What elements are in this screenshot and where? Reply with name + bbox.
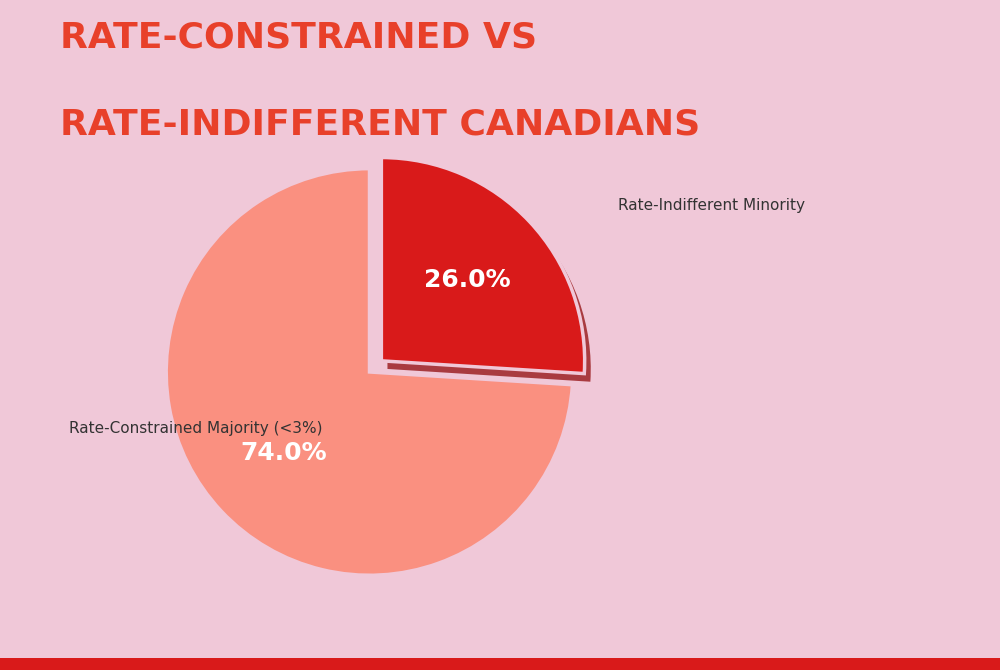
Text: 26.0%: 26.0%: [424, 268, 511, 292]
Wedge shape: [381, 157, 585, 374]
Text: Rate-Indifferent Minority: Rate-Indifferent Minority: [618, 198, 805, 213]
Text: RATE-CONSTRAINED VS: RATE-CONSTRAINED VS: [60, 20, 537, 54]
Text: 74.0%: 74.0%: [240, 441, 327, 465]
Wedge shape: [166, 169, 572, 576]
Wedge shape: [387, 165, 591, 382]
Text: RATE-INDIFFERENT CANADIANS: RATE-INDIFFERENT CANADIANS: [60, 107, 700, 141]
Text: Rate-Constrained Majority (<3%): Rate-Constrained Majority (<3%): [69, 421, 322, 436]
